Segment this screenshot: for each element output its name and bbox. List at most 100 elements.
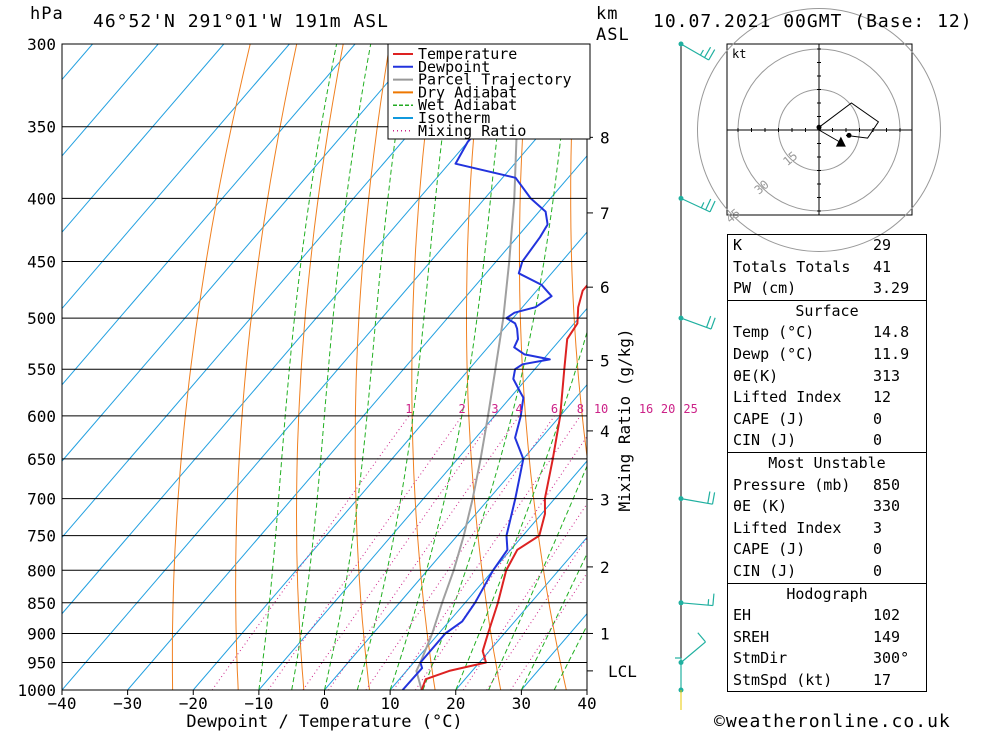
legend-label: Dewpoint: [418, 58, 490, 76]
mixing-ratio-label: 16: [639, 402, 653, 416]
wind-barb-flag: [710, 317, 716, 330]
km-label: km: [596, 4, 619, 24]
x-tick-label: −40: [48, 694, 77, 713]
legend-label: Temperature: [418, 45, 517, 63]
x-tick-label: 40: [577, 694, 596, 713]
x-tick-label: −30: [113, 694, 142, 713]
storm-motion-marker: [835, 136, 846, 147]
isotherm-line: [127, 155, 587, 690]
storm-motion-vector: [818, 129, 842, 144]
mixing-ratio-label: 4: [516, 402, 523, 416]
pressure-tick-label: 550: [27, 360, 56, 379]
x-tick-label: −10: [244, 694, 273, 713]
wind-barb-flag: [699, 49, 704, 56]
indices-table: K 29 Totals Totals 41 PW (cm) 3.29 Surface …: [727, 234, 927, 693]
wind-barb: [680, 498, 713, 505]
parcel-trajectory-line: [415, 44, 521, 690]
km-tick-label: 7: [600, 204, 610, 223]
most-unstable-indices: Most Unstable Pressure (mb) 850 θE (K) 330…: [728, 453, 926, 584]
mixing-ratio-label: 1: [405, 402, 412, 416]
dry-adiabat-line: [354, 44, 391, 690]
wind-barb-flag: [697, 632, 706, 643]
mixing-ratio-line: [328, 415, 520, 690]
wind-barb-flag: [705, 198, 712, 211]
pressure-tick-label: 1000: [17, 681, 56, 700]
mixing-ratio-line: [510, 572, 587, 690]
dry-adiabat-line: [994, 44, 1000, 690]
wind-barb: [680, 43, 710, 61]
x-tick-label: 30: [512, 694, 531, 713]
wind-barb-flag: [704, 46, 712, 58]
mixing-ratio-label: 6: [551, 402, 558, 416]
wind-barb-flag: [711, 492, 716, 505]
hpa-label: hPa: [30, 4, 64, 24]
isotherm-line: [324, 384, 587, 690]
legend-label: Dry Adiabat: [418, 83, 517, 101]
km-tick-label: 5: [600, 351, 610, 370]
basic-indices: K 29 Totals Totals 41 PW (cm) 3.29: [728, 235, 926, 301]
wet-adiabat-line: [488, 464, 587, 690]
hodograph-title: Hodograph: [786, 584, 868, 603]
mixing-ratio-label: 8: [577, 402, 584, 416]
mixing-ratio-label: 25: [683, 402, 697, 416]
datetime-title: 10.07.2021 00GMT (Base: 12): [653, 11, 973, 32]
mixing-ratio-line: [302, 415, 496, 690]
dry-adiabat-line: [411, 44, 437, 690]
location-title: 46°52'N 291°01'W 191m ASL: [93, 11, 389, 32]
mixing-ratio-label: 3: [491, 402, 498, 416]
hodograph-unit-label: kt: [732, 47, 746, 61]
wind-barb-flag: [705, 315, 712, 328]
pressure-tick-label: 500: [27, 309, 56, 328]
pressure-tick-label: 950: [27, 653, 56, 672]
dry-adiabat-line: [235, 44, 298, 690]
km-tick-label: 8: [600, 128, 610, 147]
isotherm-line: [192, 231, 587, 690]
wet-adiabat-line: [291, 44, 372, 690]
mixing-ratio-line: [462, 503, 587, 690]
pressure-tick-label: 850: [27, 594, 56, 613]
isotherm-line: [62, 44, 290, 310]
isotherm-line: [62, 44, 487, 539]
pressure-tick-label: 650: [27, 450, 56, 469]
surface-indices: Surface Temp (°C) 14.8 Dewp (°C) 11.9 θE(K…: [728, 301, 926, 453]
legend-label: Isotherm: [418, 109, 490, 127]
copyright-link[interactable]: ©weatheronline.co.uk: [714, 711, 951, 732]
dry-adiabat-line: [948, 44, 1000, 690]
isotherm-line: [62, 44, 422, 462]
legend-label: Mixing Ratio: [418, 122, 526, 140]
pressure-tick-label: 400: [27, 189, 56, 208]
isotherm-line: [62, 44, 356, 386]
wet-adiabat-line: [389, 44, 508, 690]
x-tick-label: 10: [380, 694, 399, 713]
lcl-label: LCL: [608, 662, 637, 681]
pressure-tick-label: 750: [27, 527, 56, 546]
x-axis-title: Dewpoint / Temperature (°C): [186, 712, 462, 732]
legend-label: Parcel Trajectory: [418, 71, 572, 89]
mixing-ratio-axis-title: Mixing Ratio (g/kg): [615, 328, 634, 511]
wind-barb: [680, 641, 706, 663]
wind-barb-flag: [707, 491, 711, 504]
wind-barb-flag: [709, 200, 716, 213]
surface-title: Surface: [795, 301, 859, 320]
legend-label: Wet Adiabat: [418, 96, 517, 114]
hodograph-end-point: [846, 132, 852, 138]
isotherm-line: [62, 44, 159, 157]
mixing-ratio-label: 20: [661, 402, 675, 416]
asl-label: ASL: [596, 25, 630, 45]
wind-barb: [680, 317, 712, 330]
x-tick-label: 20: [446, 694, 465, 713]
pressure-tick-label: 800: [27, 561, 56, 580]
km-tick-label: 3: [600, 490, 610, 509]
dry-adiabat-line: [295, 44, 344, 690]
isotherm-line: [258, 307, 587, 690]
dewpoint-line: [401, 44, 553, 690]
isotherm-line: [62, 44, 553, 615]
hodograph-trace: [818, 102, 880, 139]
mixing-ratio-line: [211, 415, 410, 690]
pressure-tick-label: 300: [27, 35, 56, 54]
pressure-tick-label: 600: [27, 407, 56, 426]
mixing-ratio-label: 10: [594, 402, 608, 416]
